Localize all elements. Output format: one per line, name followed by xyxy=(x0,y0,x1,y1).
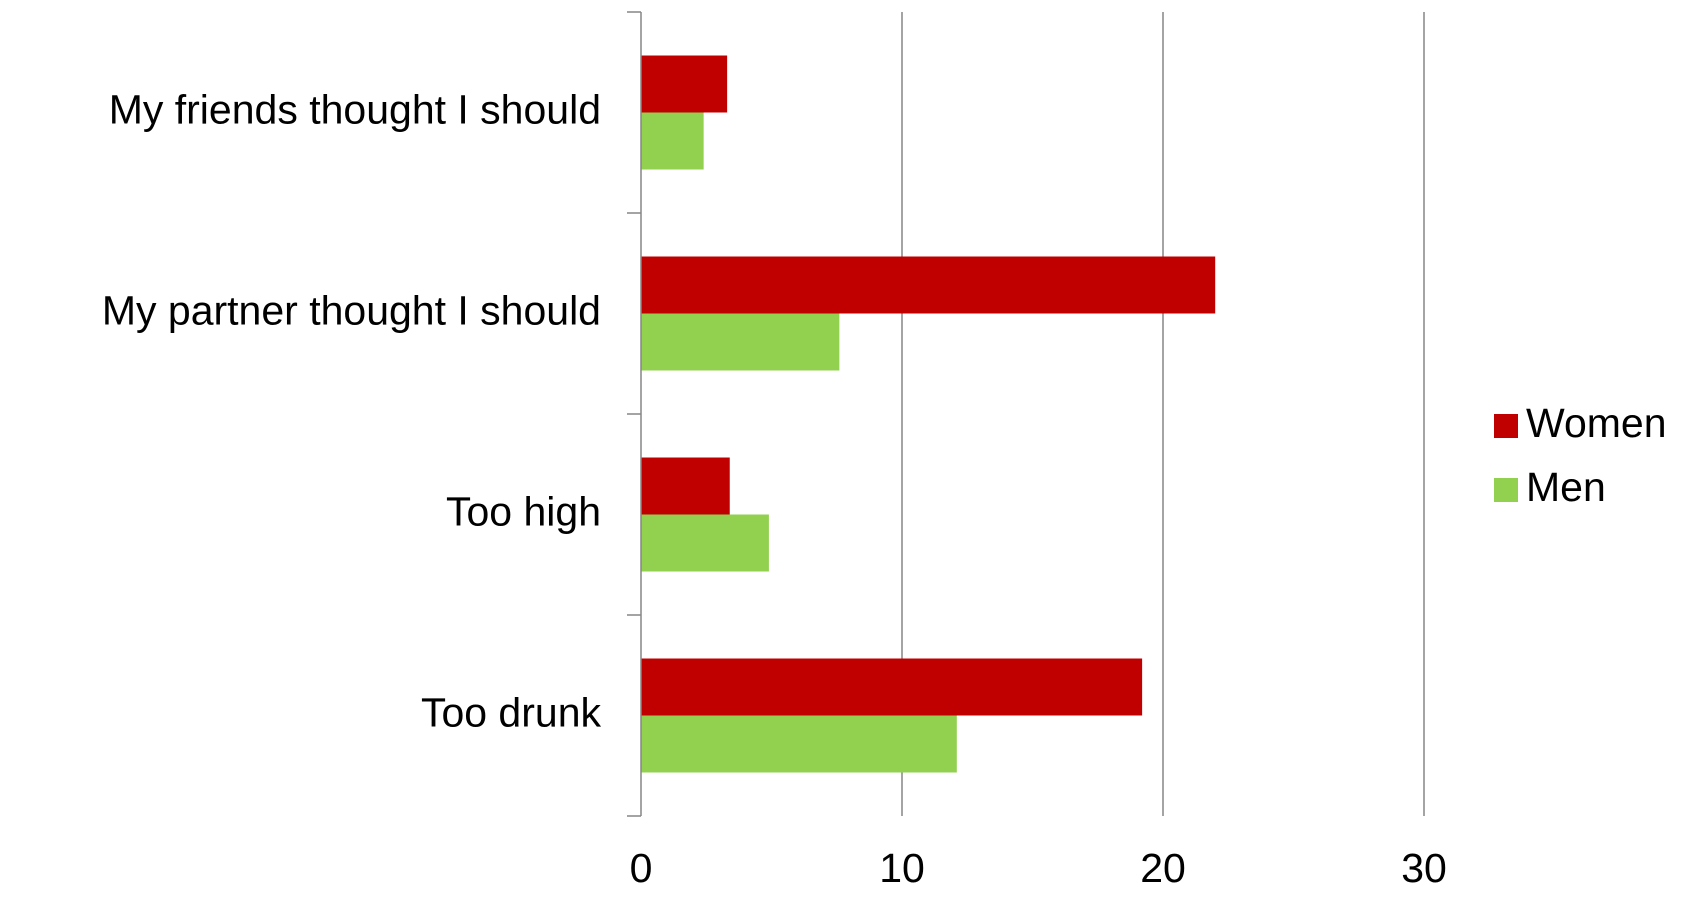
category-labels: My friends thought I should My partner th… xyxy=(102,86,602,735)
bar-women xyxy=(641,256,1216,314)
category-label: Too drunk xyxy=(421,689,602,735)
bar-men xyxy=(641,715,957,773)
x-tick-label: 0 xyxy=(630,845,653,891)
legend-swatch-men xyxy=(1494,478,1518,502)
x-tick-label: 30 xyxy=(1401,845,1447,891)
legend-label-women: Women xyxy=(1526,400,1667,446)
category-label: Too high xyxy=(446,488,601,534)
legend: Women Men xyxy=(1494,400,1667,510)
bar-women xyxy=(641,55,728,113)
value-axis-labels: 0 10 20 30 xyxy=(630,845,1447,891)
bar-men xyxy=(641,313,840,371)
legend-swatch-women xyxy=(1494,414,1518,438)
category-label: My partner thought I should xyxy=(102,287,601,333)
x-tick-label: 10 xyxy=(879,845,925,891)
legend-label-men: Men xyxy=(1526,464,1606,510)
bars xyxy=(641,55,1216,773)
bar-men xyxy=(641,514,769,572)
category-label: My friends thought I should xyxy=(109,86,601,132)
bar-women xyxy=(641,658,1143,716)
x-tick-label: 20 xyxy=(1140,845,1186,891)
bar-women xyxy=(641,457,730,515)
category-axis xyxy=(627,11,642,817)
bar-men xyxy=(641,112,704,170)
